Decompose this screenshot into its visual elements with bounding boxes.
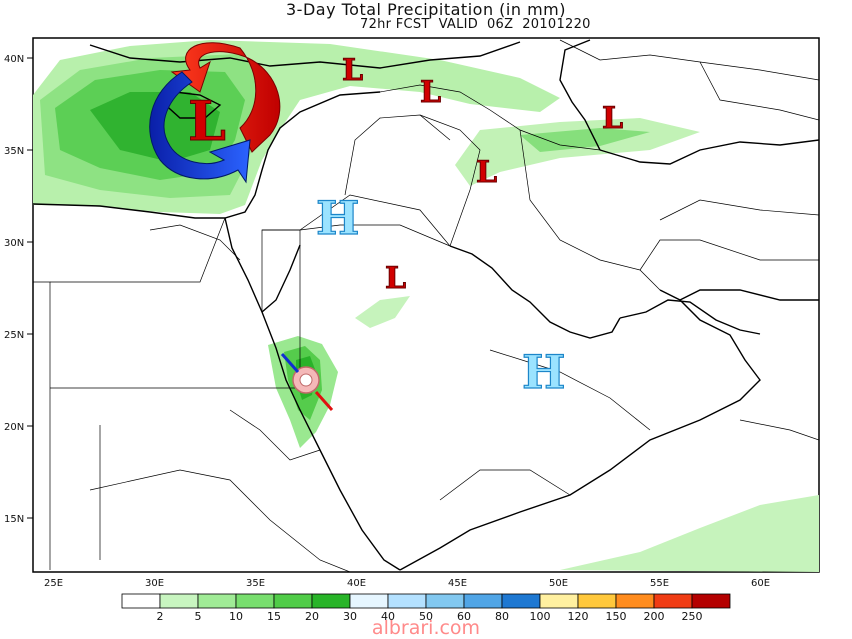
colorbar-swatch [539, 593, 579, 609]
colorbar-label: 120 [568, 610, 589, 623]
high-pressure-label: H [316, 191, 359, 245]
colorbar-swatch [577, 593, 617, 609]
low-pressure-label: L [602, 101, 623, 136]
lon-label: 60E [751, 578, 770, 589]
low-pressure-label: L [420, 75, 441, 110]
colorbar-legend [121, 593, 731, 609]
colorbar-label: 10 [229, 610, 243, 623]
blue-arrow-icon [149, 71, 251, 184]
lat-label: 20N [4, 422, 24, 433]
lat-label: 40N [4, 54, 24, 65]
pressure-systems: L L L L L L H H [188, 53, 624, 400]
colorbar-label: 50 [419, 610, 433, 623]
colorbar-label: 200 [644, 610, 665, 623]
colorbar-label: 100 [530, 610, 551, 623]
colorbar-swatch [615, 593, 655, 609]
cyclonic-arrows [149, 42, 281, 184]
colorbar-label: 150 [606, 610, 627, 623]
colorbar-label: 80 [495, 610, 509, 623]
lat-label: 35N [4, 146, 24, 157]
map-title: 3-Day Total Precipitation (in mm) [285, 0, 566, 19]
colorbar-swatch [425, 593, 465, 609]
colorbar-labels: 2 5 10 15 20 30 40 50 60 80 100 120 150 … [157, 610, 703, 623]
lat-ticks [27, 57, 33, 519]
colorbar-swatch [463, 593, 503, 609]
lon-label: 50E [549, 578, 568, 589]
website-credit: albrari.com [371, 617, 481, 639]
low-pressure-label: L [385, 261, 406, 296]
colorbar-label: 30 [343, 610, 357, 623]
lon-label: 35E [246, 578, 265, 589]
colorbar-label: 250 [682, 610, 703, 623]
lat-label: 25N [4, 330, 24, 341]
colorbar-swatch [121, 593, 161, 609]
colorbar-swatch [159, 593, 199, 609]
colorbar-label: 20 [305, 610, 319, 623]
lat-label: 15N [4, 514, 24, 525]
colorbar-label: 5 [195, 610, 202, 623]
low-pressure-label: L [188, 89, 226, 153]
colorbar-swatch [311, 593, 351, 609]
longitude-labels: 25E 30E 35E 40E 45E 50E 55E 60E [44, 578, 770, 589]
colorbar-swatch [197, 593, 237, 609]
latitude-labels: 40N 35N 30N 25N 20N 15N [4, 54, 24, 525]
colorbar-swatch [273, 593, 313, 609]
colorbar-label: 40 [381, 610, 395, 623]
colorbar-swatch [653, 593, 693, 609]
borders [33, 39, 819, 572]
lon-label: 30E [145, 578, 164, 589]
lon-label: 45E [448, 578, 467, 589]
high-pressure-label: H [522, 345, 565, 399]
red-arrow-icon [170, 42, 281, 153]
lon-label: 55E [650, 578, 669, 589]
colorbar-swatch [501, 593, 541, 609]
colorbar-label: 60 [457, 610, 471, 623]
colorbar-swatch [387, 593, 427, 609]
colorbar-label: 2 [157, 610, 164, 623]
map-subtitle: 72hr FCST VALID 06Z 20101220 [360, 17, 591, 32]
colorbar-swatch [235, 593, 275, 609]
coastlines [33, 39, 819, 571]
lon-label: 25E [44, 578, 63, 589]
low-pressure-label: L [476, 155, 497, 190]
colorbar-swatch [691, 593, 731, 609]
lon-label: 40E [347, 578, 366, 589]
colorbar-label: 15 [267, 610, 281, 623]
low-pressure-label: L [342, 53, 363, 88]
convergence-marker [280, 353, 334, 411]
colorbar-swatch [349, 593, 389, 609]
lat-label: 30N [4, 238, 24, 249]
